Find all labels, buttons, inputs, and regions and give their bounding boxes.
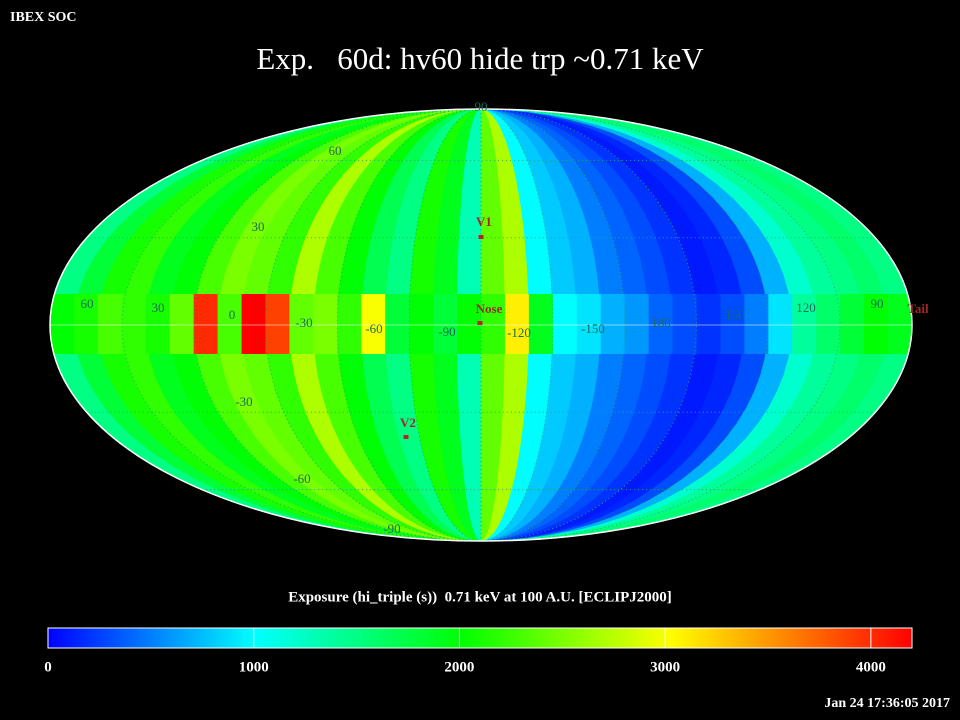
colorbar-tick-label: 1000 [239, 659, 269, 675]
colorbar-label: Exposure (hi_triple (s)) 0.71 keV at 100… [288, 589, 672, 605]
longitude-label: -30 [295, 315, 312, 330]
longitude-label: 120 [796, 300, 816, 315]
equator-cell [121, 294, 147, 354]
equator-cell [97, 294, 123, 354]
marker-label: V2 [400, 415, 416, 430]
equator-cell [481, 294, 506, 354]
colorbar: 0 1000 2000 3000 4000 [44, 627, 913, 675]
latitude-label: -60 [293, 471, 310, 486]
colorbar-tick-label: 4000 [856, 659, 886, 675]
longitude-label: -120 [507, 325, 531, 340]
latitude-label: 60 [329, 143, 342, 158]
equator-cell [145, 294, 171, 354]
equator-cell [792, 294, 817, 354]
equator-cell [361, 294, 386, 354]
longitude-label: 30 [152, 300, 165, 315]
equator-cell [73, 294, 99, 354]
equator-cell [193, 294, 219, 354]
longitude-label: 150 [725, 307, 745, 322]
latitude-label: -30 [235, 394, 252, 409]
equator-cell [169, 294, 195, 354]
longitude-label: -60 [365, 321, 382, 336]
marker-dot [477, 321, 483, 325]
equator-cell [888, 294, 912, 354]
equator-cell [576, 294, 602, 354]
marker-dot [403, 435, 409, 439]
equator-cell [313, 294, 338, 354]
latitude-label: 30 [252, 219, 265, 234]
marker-dot [478, 235, 484, 239]
colorbar-gradient [47, 627, 913, 649]
longitude-label: -150 [581, 321, 605, 336]
source-label: IBEX SOC [10, 10, 77, 25]
equator-cell [409, 294, 434, 354]
equator-cell [385, 294, 410, 354]
equator-cell [433, 294, 458, 354]
longitude-label: 180 [651, 315, 671, 330]
equator-cell [241, 294, 266, 354]
latitude-label: 90 [475, 99, 488, 114]
equator-cell [816, 294, 841, 354]
longitude-label: -90 [438, 324, 455, 339]
equator-cell [768, 294, 793, 354]
equator-cell [337, 294, 362, 354]
marker-label: Tail [907, 301, 929, 316]
equator-cell [552, 294, 578, 354]
equator-cell [672, 294, 697, 354]
equator-cell [457, 294, 482, 354]
marker-label: V1 [476, 214, 492, 229]
colorbar-tick-label: 2000 [444, 659, 474, 675]
colorbar-tick-label: 0 [44, 659, 52, 675]
timestamp: Jan 24 17:36:05 2017 [824, 696, 950, 711]
longitude-label: 0 [229, 307, 236, 322]
title: Exp. 60d: hv60 hide trp ~0.71 keV [256, 41, 704, 76]
equator-cell [504, 294, 530, 354]
meridian [480, 109, 698, 541]
equator-cell [600, 294, 626, 354]
colorbar-tick-label: 3000 [650, 659, 680, 675]
equator-cell [696, 294, 721, 354]
longitude-label: 60 [81, 296, 94, 311]
equator-cell [624, 294, 650, 354]
longitude-label: 90 [871, 296, 884, 311]
equator-cell [720, 294, 745, 354]
equator-cell [265, 294, 290, 354]
latitude-label: -90 [383, 521, 400, 536]
sky-map [50, 109, 912, 541]
meridian [264, 109, 482, 541]
equator-cell [50, 294, 75, 354]
equator-cell [840, 294, 865, 354]
equator-cell [864, 294, 889, 354]
equator-cell [744, 294, 769, 354]
equator-cell [648, 294, 674, 354]
equator-cell [217, 294, 243, 354]
equator-cell [528, 294, 554, 354]
map-overlay: 90 60 30 -30 -60 -90 60 30 0 -30 -60 -90 -120 -150 180… [49, 99, 929, 542]
marker-label: Nose [476, 301, 503, 316]
equator-cell [289, 294, 314, 354]
